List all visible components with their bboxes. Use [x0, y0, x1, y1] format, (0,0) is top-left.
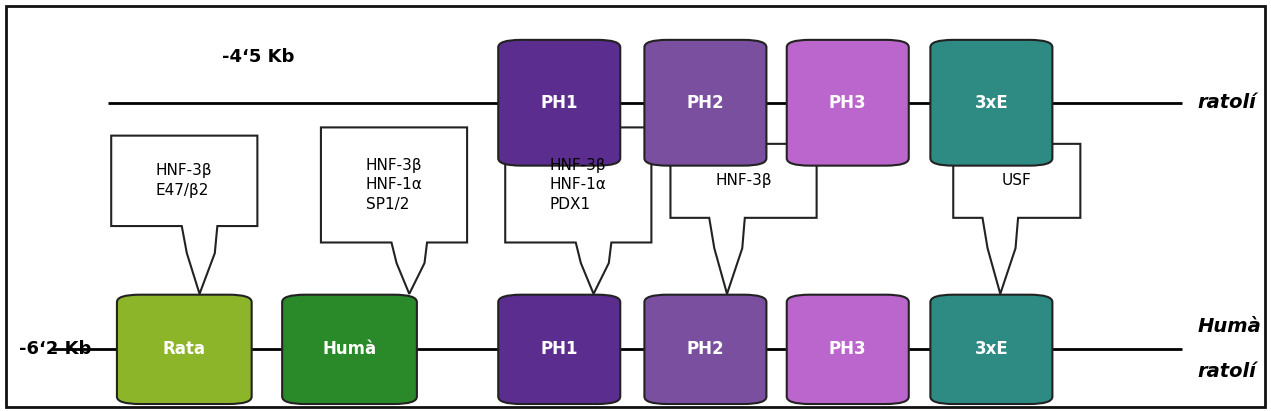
- FancyBboxPatch shape: [787, 40, 909, 166]
- Polygon shape: [671, 144, 816, 294]
- Text: 3xE: 3xE: [975, 340, 1008, 358]
- FancyBboxPatch shape: [787, 295, 909, 404]
- Text: -6‘2 Kb: -6‘2 Kb: [19, 340, 92, 358]
- Text: 3xE: 3xE: [975, 94, 1008, 112]
- Polygon shape: [112, 136, 257, 294]
- Text: -4‘5 Kb: -4‘5 Kb: [222, 48, 295, 66]
- Text: PH1: PH1: [540, 94, 578, 112]
- FancyBboxPatch shape: [644, 295, 766, 404]
- Text: ratolí: ratolí: [1197, 363, 1256, 381]
- Text: Humà: Humà: [323, 340, 376, 358]
- FancyBboxPatch shape: [117, 295, 252, 404]
- Text: Rata: Rata: [163, 340, 206, 358]
- Text: HNF-3β
E47/β2: HNF-3β E47/β2: [156, 164, 212, 198]
- Text: PH2: PH2: [686, 340, 724, 358]
- Polygon shape: [320, 127, 468, 294]
- FancyBboxPatch shape: [498, 40, 620, 166]
- Text: PH1: PH1: [540, 340, 578, 358]
- Text: HNF-3β
HNF-1α
SP1/2: HNF-3β HNF-1α SP1/2: [366, 158, 422, 212]
- Text: USF: USF: [1002, 173, 1032, 188]
- FancyBboxPatch shape: [930, 40, 1052, 166]
- Text: PH3: PH3: [829, 94, 867, 112]
- Polygon shape: [506, 127, 652, 294]
- FancyBboxPatch shape: [644, 40, 766, 166]
- Text: PH3: PH3: [829, 340, 867, 358]
- FancyBboxPatch shape: [498, 295, 620, 404]
- Text: HNF-3β: HNF-3β: [716, 173, 771, 188]
- Text: PH2: PH2: [686, 94, 724, 112]
- Polygon shape: [953, 144, 1080, 294]
- Text: HNF-3β
HNF-1α
PDX1: HNF-3β HNF-1α PDX1: [550, 158, 606, 212]
- Text: ratolí: ratolí: [1197, 93, 1256, 112]
- FancyBboxPatch shape: [282, 295, 417, 404]
- FancyBboxPatch shape: [930, 295, 1052, 404]
- Text: Humà: Humà: [1197, 317, 1261, 336]
